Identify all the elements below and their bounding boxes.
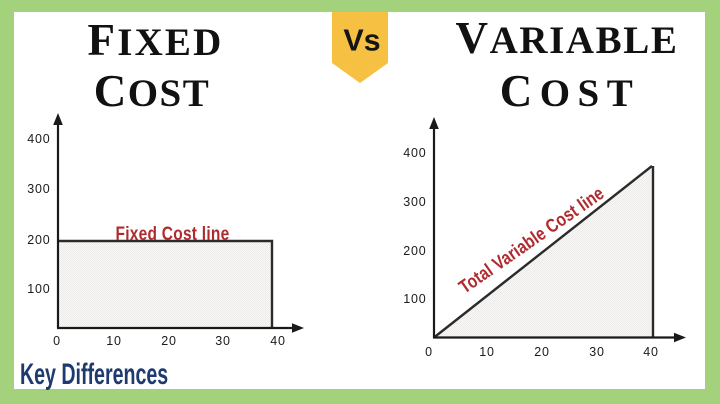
svg-text:10: 10 [479,345,495,359]
svg-text:30: 30 [215,334,231,348]
svg-text:200: 200 [403,244,426,258]
svg-text:400: 400 [403,146,426,160]
svg-text:40: 40 [270,334,286,348]
svg-text:0: 0 [53,334,61,348]
svg-text:FIXED: FIXED [87,15,223,65]
svg-text:20: 20 [534,345,550,359]
svg-text:0: 0 [425,345,433,359]
svg-text:COST: COST [94,66,211,116]
svg-text:100: 100 [27,282,50,296]
svg-text:Fixed Cost line: Fixed Cost line [116,222,230,244]
svg-text:200: 200 [27,233,50,247]
svg-text:20: 20 [161,334,177,348]
svg-text:40: 40 [643,345,659,359]
svg-text:300: 300 [27,182,50,196]
svg-text:30: 30 [589,345,605,359]
svg-text:100: 100 [403,292,426,306]
svg-text:COST: COST [500,66,641,116]
svg-text:Key Differences: Key Differences [20,358,168,391]
svg-text:400: 400 [27,132,50,146]
svg-text:Vs: Vs [343,24,380,58]
svg-text:300: 300 [403,195,426,209]
svg-text:VARIABLE: VARIABLE [455,13,678,63]
svg-text:10: 10 [106,334,122,348]
